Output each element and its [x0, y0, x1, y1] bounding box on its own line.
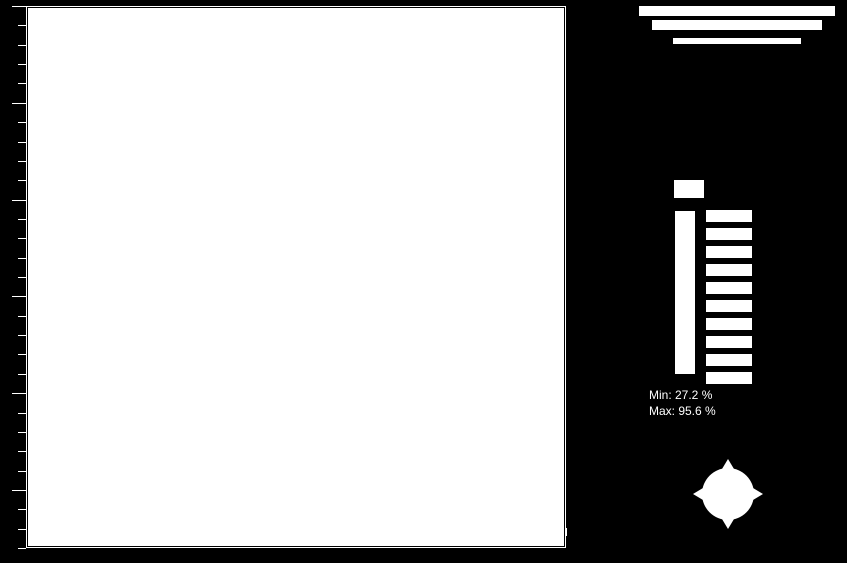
- ruler-tick: [18, 413, 26, 414]
- ruler-tick: [547, 528, 548, 536]
- ruler-tick: [12, 393, 26, 394]
- ruler-tick: [18, 64, 26, 65]
- header-bar: [639, 6, 835, 16]
- ruler-tick: [12, 200, 26, 201]
- legend-max-label: Max: 95.6 %: [649, 404, 716, 418]
- legend-step-swatches: [706, 210, 756, 384]
- legend-step: [706, 210, 752, 222]
- ruler-tick: [392, 528, 393, 536]
- ruler-tick: [18, 219, 26, 220]
- ruler-tick: [18, 548, 26, 549]
- compass-widget[interactable]: [702, 468, 754, 520]
- ruler-tick: [103, 528, 104, 536]
- ruler-tick: [18, 316, 26, 317]
- legend-step: [706, 246, 752, 258]
- ruler-tick: [12, 6, 26, 7]
- header-bar: [673, 38, 801, 44]
- legend-step: [706, 282, 752, 294]
- legend-step: [706, 336, 752, 348]
- ruler-tick: [18, 432, 26, 433]
- ruler-tick: [566, 528, 567, 536]
- ruler-tick: [12, 296, 26, 297]
- ruler-tick: [315, 528, 316, 542]
- ruler-tick: [18, 122, 26, 123]
- compass-dial: [702, 468, 754, 520]
- ruler-tick: [18, 451, 26, 452]
- plot-canvas[interactable]: [27, 7, 565, 547]
- ruler-tick: [527, 528, 528, 536]
- compass-pointer-east-icon: [753, 488, 763, 500]
- header-title-bars: [637, 6, 837, 44]
- ruler-tick: [18, 180, 26, 181]
- plot-area[interactable]: [26, 6, 566, 548]
- compass-pointer-west-icon: [693, 488, 703, 500]
- ruler-tick: [18, 83, 26, 84]
- ruler-tick: [18, 529, 26, 530]
- legend-top-swatch: [674, 180, 704, 198]
- ruler-tick: [450, 528, 451, 536]
- legend-step: [706, 354, 752, 366]
- legend-step: [706, 300, 752, 312]
- ruler-tick: [12, 490, 26, 491]
- plot-ruler-left: [6, 6, 26, 548]
- ruler-tick: [335, 528, 336, 536]
- ruler-tick: [18, 277, 26, 278]
- ruler-tick: [18, 238, 26, 239]
- ruler-tick: [277, 528, 278, 536]
- legend-min-label: Min: 27.2 %: [649, 388, 712, 402]
- ruler-tick: [65, 528, 66, 536]
- compass-pointer-south-icon: [722, 519, 734, 529]
- ruler-tick: [200, 528, 201, 536]
- ruler-tick: [431, 528, 432, 536]
- ruler-tick: [84, 528, 85, 536]
- ruler-tick: [18, 258, 26, 259]
- legend-step: [706, 318, 752, 330]
- plot-ruler-bottom: [26, 528, 566, 548]
- ruler-tick: [180, 528, 181, 536]
- ruler-tick: [18, 161, 26, 162]
- app-root: Min: 27.2 % Max: 95.6 %: [0, 0, 847, 563]
- ruler-tick: [122, 528, 123, 542]
- ruler-tick: [412, 528, 413, 542]
- ruler-tick: [373, 528, 374, 536]
- ruler-tick: [142, 528, 143, 536]
- ruler-tick: [18, 142, 26, 143]
- legend-step: [706, 372, 752, 384]
- ruler-tick: [508, 528, 509, 542]
- legend-gradient-bar[interactable]: [674, 210, 696, 375]
- ruler-tick: [18, 45, 26, 46]
- legend-step: [706, 264, 752, 276]
- ruler-tick: [296, 528, 297, 536]
- compass-pointer-north-icon: [722, 459, 734, 469]
- header-bar: [652, 20, 822, 30]
- ruler-tick: [489, 528, 490, 536]
- ruler-tick: [12, 103, 26, 104]
- ruler-tick: [45, 528, 46, 536]
- ruler-tick: [161, 528, 162, 536]
- ruler-tick: [18, 25, 26, 26]
- ruler-tick: [18, 335, 26, 336]
- ruler-tick: [470, 528, 471, 536]
- legend-step: [706, 228, 752, 240]
- ruler-tick: [238, 528, 239, 536]
- ruler-tick: [18, 374, 26, 375]
- ruler-tick: [354, 528, 355, 536]
- ruler-tick: [257, 528, 258, 536]
- ruler-tick: [26, 528, 27, 542]
- ruler-tick: [219, 528, 220, 542]
- ruler-tick: [18, 471, 26, 472]
- ruler-tick: [18, 509, 26, 510]
- ruler-tick: [18, 354, 26, 355]
